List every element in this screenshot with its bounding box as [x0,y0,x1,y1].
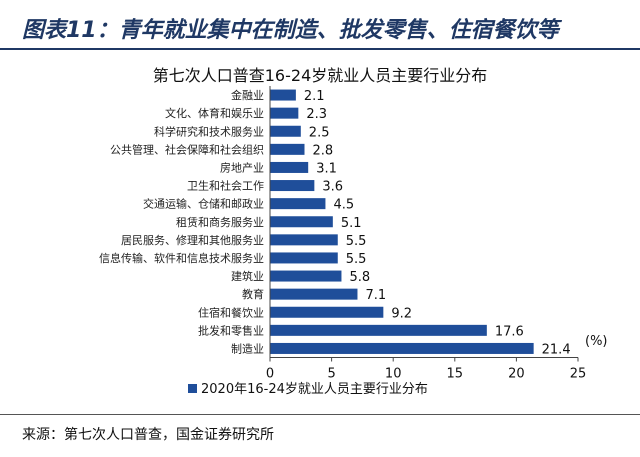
category-label: 制造业 [231,341,264,355]
data-label: 9.2 [391,306,412,321]
category-label: 批发和零售业 [198,323,264,337]
data-label: 2.8 [312,143,333,158]
category-label: 居民服务、修理和其他服务业 [121,233,264,247]
data-label: 2.1 [304,89,325,104]
data-label: 5.5 [346,252,367,267]
category-label: 租赁和商务服务业 [176,215,264,229]
figure-title: 图表11：青年就业集中在制造、批发零售、住宿餐饮等 [22,18,559,43]
category-label: 卫生和社会工作 [187,179,264,193]
bar [270,125,301,137]
bar [270,306,384,318]
bar [270,342,534,354]
category-label: 交通运输、仓储和邮政业 [143,197,264,211]
source-note: 来源：第七次人口普查，国金证券研究所 [22,427,274,443]
category-label: 公共管理、社会保障和社会组织 [110,142,264,156]
category-label: 教育 [242,287,264,301]
bar [270,89,296,101]
data-label: 2.3 [306,107,327,122]
data-label: 3.1 [316,161,337,176]
data-label: 21.4 [542,342,571,357]
chart-title: 第七次人口普查16-24岁就业人员主要行业分布 [152,66,488,85]
category-label: 科学研究和技术服务业 [154,124,264,138]
legend-swatch [188,384,197,393]
x-tick-label: 25 [570,367,587,382]
category-label: 建筑业 [231,269,264,283]
bar [270,324,487,336]
category-label: 文化、体育和娱乐业 [165,106,264,120]
data-label: 2.5 [309,125,330,140]
category-label: 信息传输、软件和信息技术服务业 [99,251,264,265]
bar [270,270,342,282]
header-divider [0,48,640,50]
category-label: 房地产业 [220,160,264,174]
x-tick-label: 0 [266,367,274,382]
bar [270,198,326,210]
category-label: 金融业 [231,88,264,102]
data-label: 4.5 [333,198,354,213]
x-tick-label: 5 [327,367,335,382]
bar [270,234,338,246]
data-label: 5.5 [346,234,367,249]
data-label: 7.1 [365,288,386,303]
x-tick-label: 15 [447,367,464,382]
bar [270,161,309,173]
unit-label: (%) [585,334,608,349]
data-label: 5.1 [341,216,362,231]
report-header: 图表11：青年就业集中在制造、批发零售、住宿餐饮等 [0,0,640,50]
bar [270,180,315,192]
x-tick-label: 20 [508,367,525,382]
data-label: 3.6 [322,180,343,195]
bar [270,216,333,228]
bar [270,288,358,300]
legend-label: 2020年16-24岁就业人员主要行业分布 [201,382,428,397]
footer-divider [0,414,640,415]
data-label: 17.6 [495,324,524,339]
bar [270,107,299,119]
x-tick-label: 10 [385,367,402,382]
data-label: 5.8 [349,270,370,285]
category-label: 住宿和餐饮业 [198,305,264,319]
bar [270,252,338,264]
bar [270,143,305,155]
